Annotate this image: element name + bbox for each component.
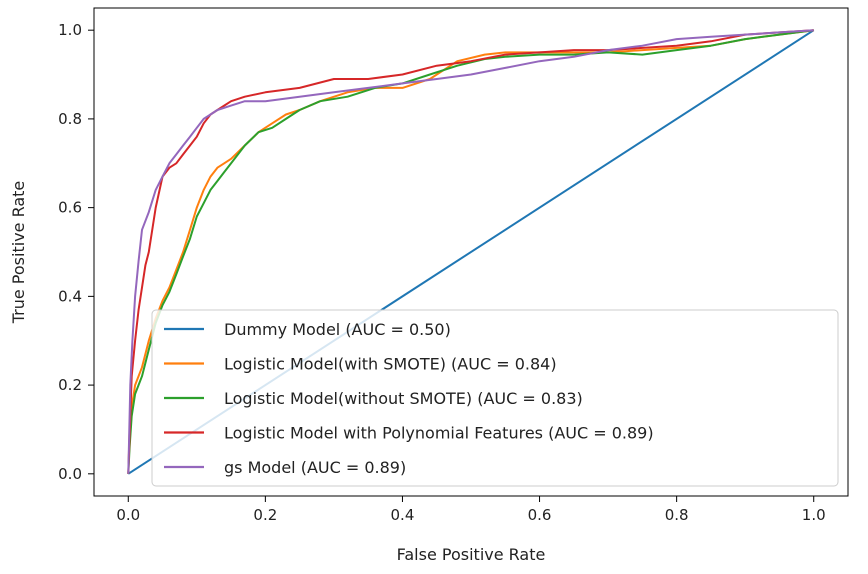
y-tick-label: 0.8	[58, 110, 82, 128]
series-line-5	[127, 29, 814, 474]
legend-box	[151, 309, 839, 487]
x-tick-label: 0.4	[391, 506, 415, 524]
y-tick-label: 0.0	[58, 465, 82, 483]
x-axis-ticks: 0.0 0.2 0.4 0.6 0.8 1.0	[116, 496, 826, 524]
x-tick-label: 0.2	[253, 506, 277, 524]
legend-entry-label: Logistic Model(with SMOTE) (AUC = 0.84)	[224, 355, 557, 374]
y-tick-label: 0.2	[58, 376, 82, 394]
y-axis-ticks: 0.0 0.2 0.4 0.6 0.8 1.0	[58, 21, 94, 483]
legend-entry-label: gs Model (AUC = 0.89)	[224, 458, 406, 477]
x-tick-label: 1.0	[802, 506, 826, 524]
legend: Dummy Model (AUC = 0.50) Logistic Model(w…	[151, 309, 839, 487]
x-tick-label: 0.0	[116, 506, 140, 524]
legend-entry-label: Logistic Model with Polynomial Features …	[224, 424, 654, 443]
y-tick-label: 1.0	[58, 21, 82, 39]
plot-frame	[93, 7, 849, 497]
x-tick-label: 0.8	[665, 506, 689, 524]
y-tick-label: 0.6	[58, 199, 82, 217]
legend-entry-label: Logistic Model(without SMOTE) (AUC = 0.8…	[224, 389, 583, 408]
x-tick-label: 0.6	[528, 506, 552, 524]
x-axis-title: False Positive Rate	[397, 545, 546, 564]
legend-entry-label: Dummy Model (AUC = 0.50)	[224, 320, 451, 339]
y-axis-title: True Positive Rate	[9, 181, 28, 325]
y-tick-label: 0.4	[58, 287, 82, 305]
